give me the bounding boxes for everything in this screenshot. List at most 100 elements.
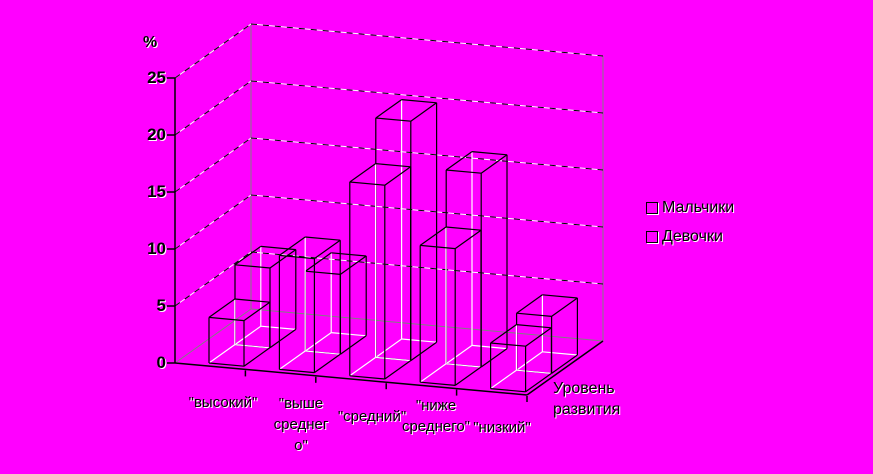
- gridline-underlay: [250, 194, 604, 228]
- bar-series1-cat4-edge: [454, 229, 482, 250]
- bar-series2-cat3-edge: [401, 99, 437, 104]
- gridline: [174, 23, 252, 79]
- bar-series2-cat5-edge: [551, 297, 578, 317]
- bar-series1-cat1-edge: [234, 298, 270, 303]
- bar-series1-cat4-edge: [420, 381, 456, 386]
- bar-series1-cat5-hidden-edge: [490, 369, 517, 390]
- bar-series1-cat5-edge: [525, 372, 552, 393]
- bar-series1-cat2-edge: [279, 368, 315, 374]
- category-label-cat2-line1: "выше: [278, 395, 324, 412]
- bar-series2-cat1-edge: [234, 245, 262, 266]
- bar-series1-cat1-edge: [208, 316, 245, 322]
- gridline: [174, 194, 252, 250]
- bar-series2-cat2-edge: [305, 270, 341, 275]
- gridline-underlay: [250, 80, 604, 114]
- bar-series1-cat3-edge: [384, 166, 411, 186]
- category-label-cat3-line1: "средний": [337, 408, 407, 425]
- bar-series1-cat4-edge: [419, 226, 447, 246]
- bar-series2-cat5-edge: [516, 294, 543, 314]
- bar-series1-cat1-edge: [243, 347, 271, 367]
- bar-series2-cat3-edge: [410, 341, 437, 362]
- bar-series1-cat5-hidden-edge: [516, 369, 552, 374]
- bar-series1-cat5-edge: [490, 342, 526, 347]
- bar-series2-cat4-edge: [445, 151, 473, 171]
- bar-series1-cat3-edge: [349, 181, 385, 186]
- bar-series2-cat1-edge: [234, 264, 271, 269]
- category-label-cat4-line1: "ниже: [415, 397, 457, 414]
- category-label-cat4-line2: среднего": [401, 418, 471, 435]
- bar-series1-cat5-edge: [490, 388, 526, 393]
- bar-series1-cat1-hidden-edge: [234, 344, 270, 349]
- bar-series2-cat4-edge: [471, 151, 508, 156]
- value-tick-label-5: 5: [156, 296, 166, 315]
- category-axis-title-line2: развития: [553, 401, 621, 418]
- bar-series2-cat5-edge: [551, 354, 578, 374]
- category-axis-title-line1: Уровень: [553, 380, 615, 397]
- bar-series1-cat5-edge: [490, 324, 517, 344]
- bar-series1-cat3-edge: [349, 163, 376, 183]
- bar-series1-cat2-edge: [279, 236, 306, 256]
- bar-series2-cat3-edge: [375, 117, 411, 122]
- gridline-underlay: [250, 137, 604, 171]
- bar-series2-cat5-edge: [542, 294, 578, 299]
- bar-series1-cat4-edge: [445, 226, 482, 231]
- bar-series1-cat2-edge: [314, 353, 341, 374]
- bar-series2-cat2-edge: [340, 335, 367, 355]
- bar-series2-cat2-edge: [331, 252, 367, 257]
- bar-series2-cat4-edge: [480, 348, 508, 368]
- value-tick-label-10: 10: [147, 239, 166, 258]
- floor-left-edge: [174, 308, 252, 364]
- gridline-underlay: [250, 251, 604, 285]
- bar-series1-cat3-edge: [349, 375, 385, 380]
- value-tick-label-15: 15: [147, 182, 166, 201]
- bar-series2-cat2-hidden-edge: [305, 332, 332, 352]
- bar-series1-cat4-edge: [454, 366, 482, 386]
- gridline: [174, 80, 252, 136]
- bar-series2-cat5-hidden-edge: [542, 351, 578, 356]
- category-axis-line: [174, 362, 528, 396]
- bar-series1-cat2-hidden-edge: [305, 350, 341, 355]
- gridline: [174, 137, 252, 193]
- floor-right-edge: [526, 340, 604, 396]
- bar-series1-cat2-edge: [305, 236, 341, 241]
- bar-series1-cat3-hidden-edge: [375, 356, 411, 362]
- bar-series2-cat2-edge: [340, 255, 367, 275]
- bar-series2-cat4-edge: [480, 154, 508, 174]
- bar-series2-cat3-hidden-edge: [401, 338, 437, 343]
- legend-key-swatch-girls: [646, 231, 658, 243]
- bar-series1-cat4-edge: [420, 244, 456, 250]
- bar-series2-cat3-hidden-edge: [375, 338, 402, 358]
- value-tick-label-20: 20: [147, 125, 166, 144]
- bar-series1-cat2-edge: [314, 239, 341, 260]
- bar-series2-cat4-hidden-edge: [445, 344, 473, 365]
- bar-series2-cat3-edge: [410, 102, 437, 122]
- bar-series2-cat2-edge: [305, 252, 332, 272]
- value-tick-label-0: 0: [156, 353, 166, 372]
- bar-series2-cat1-hidden-edge: [260, 325, 296, 330]
- bar-series2-cat4-edge: [446, 169, 482, 174]
- category-label-cat2-line3: о": [294, 437, 308, 454]
- bar-series2-cat1-edge: [260, 245, 296, 251]
- legend-label-girls: Девочки: [662, 228, 723, 245]
- gridline-underlay: [250, 23, 604, 57]
- bar-series1-cat3-hidden-edge: [349, 356, 376, 377]
- bar-series2-cat1-edge: [269, 249, 297, 269]
- bar-series1-cat4-hidden-edge: [445, 363, 482, 368]
- bar-series1-cat1-edge: [243, 301, 271, 322]
- bar-series2-cat4-hidden-edge: [471, 344, 508, 350]
- bar-series2-cat3-edge: [375, 99, 402, 119]
- legend-key-swatch-boys: [646, 202, 658, 214]
- floor-back-edge: [250, 308, 604, 342]
- bar-series2-cat1-edge: [269, 328, 297, 349]
- bar-series1-cat1-edge: [208, 298, 236, 318]
- bar-series2-cat5-edge: [516, 312, 552, 317]
- category-label-cat1-line1: "высокий": [188, 394, 258, 411]
- value-tick-label-25: 25: [147, 68, 166, 87]
- bar-series1-cat5-edge: [525, 327, 552, 347]
- category-axis-title: Уровень развития: [553, 378, 620, 420]
- bar-series2-cat2-hidden-edge: [331, 332, 367, 337]
- gridline: [174, 251, 252, 307]
- bar-series1-cat2-hidden-edge: [279, 350, 306, 370]
